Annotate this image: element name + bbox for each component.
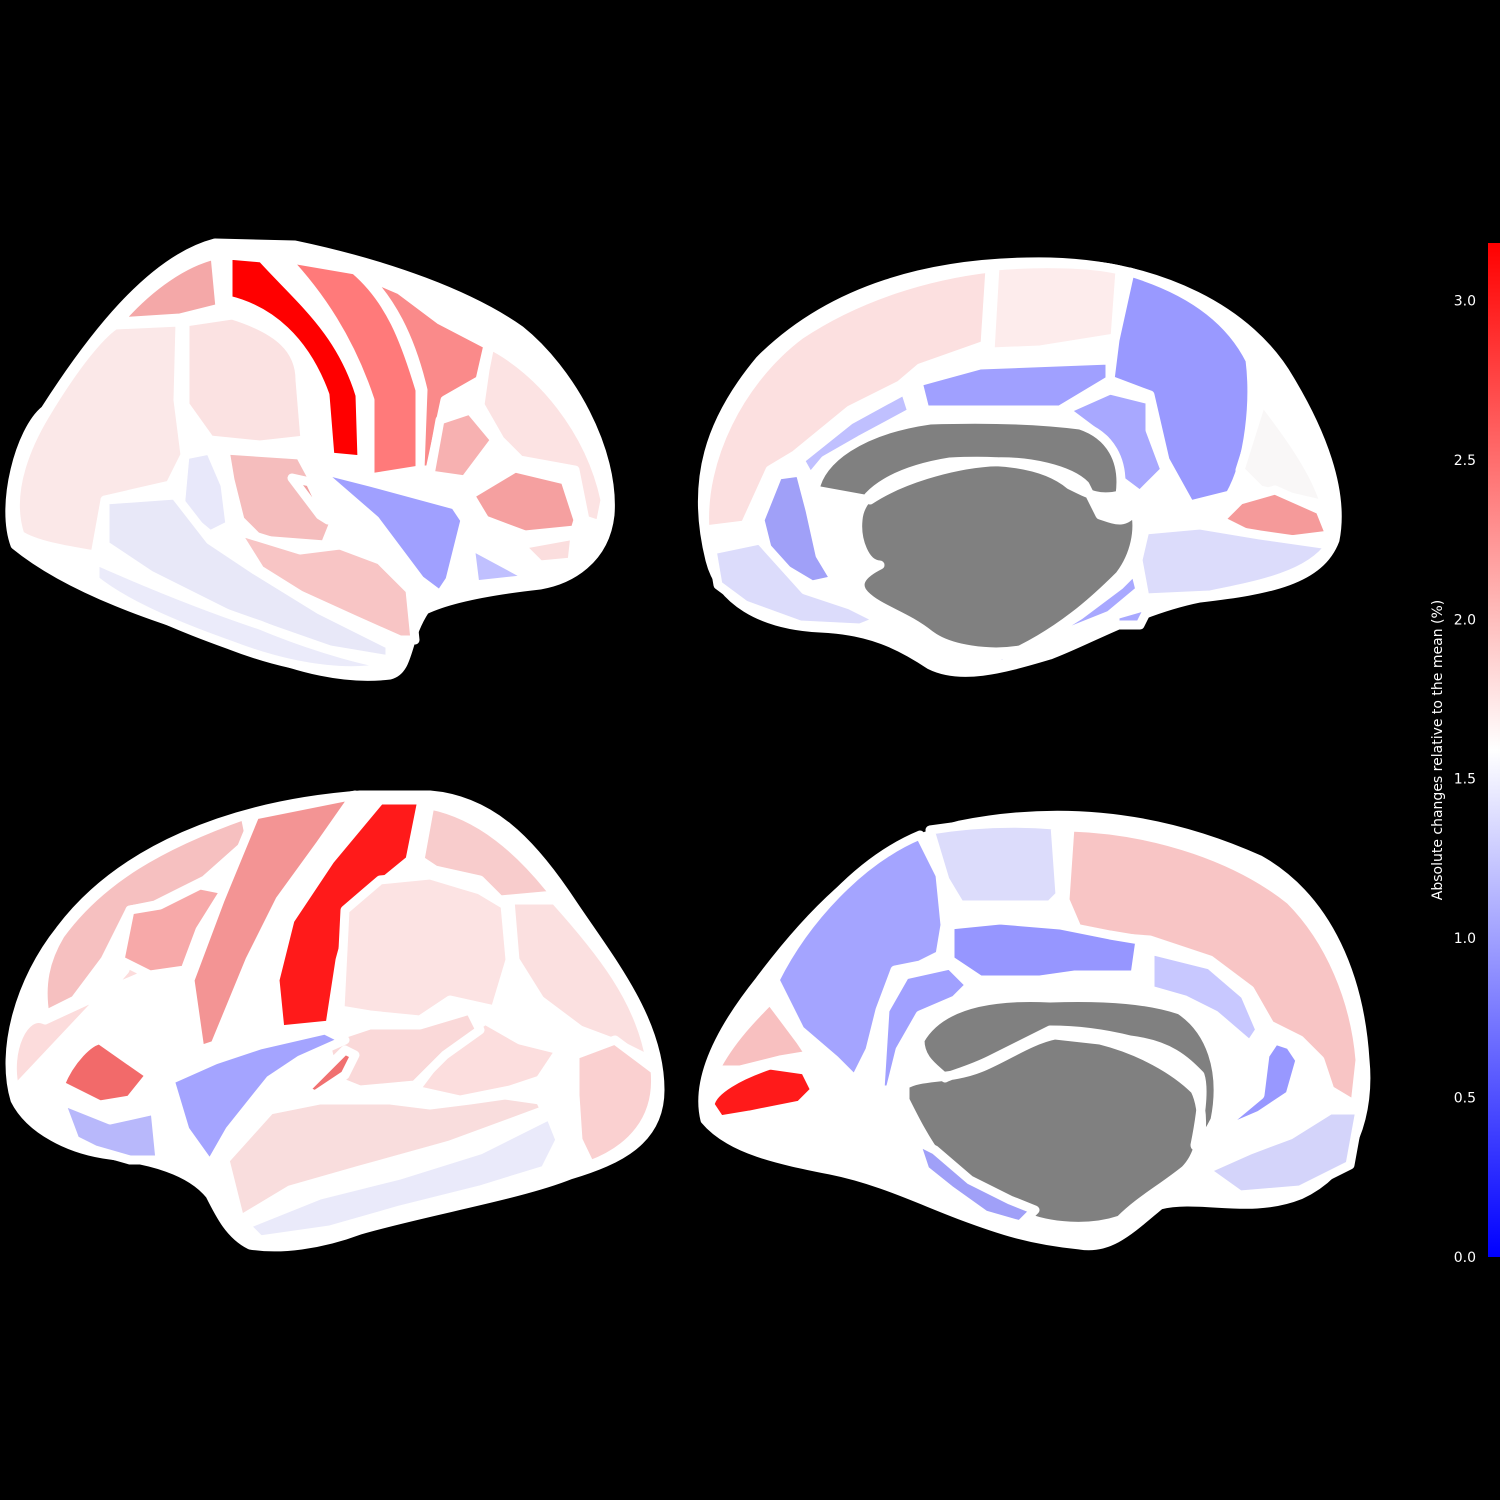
region-paracentral-r [925,818,1065,910]
brain-right-medial [698,810,1371,1251]
region-supramarginal-r [115,880,230,980]
region-rostral-anterior-cingulate-r [1210,1035,1305,1145]
region-medial-orbitofrontal [707,535,885,633]
region-supramarginal [425,405,500,485]
region-precentral [223,250,367,465]
region-lateral-orbitofrontal-r [570,1035,661,1170]
region-isthmus-cingulate-r [875,960,975,1095]
region-inferior-temporal-r-post [55,1095,165,1165]
region-inferior-temporal [90,555,397,676]
colorbar-label: Absolute changes relative to the mean (%… [1430,600,1446,900]
colorbar-tick-label: 1.5 [1454,772,1476,788]
colorbar-tick-label: 3.0 [1454,293,1476,309]
region-lateral-occipital-r [55,1035,155,1110]
region-lateral-occipital [465,463,583,540]
region-inferior-parietal [475,340,610,530]
region-cuneus-r [710,995,815,1075]
region-posterior-cingulate [913,355,1115,415]
region-pericalcarine-r [705,1060,820,1125]
colorbar-tick-label: 2.5 [1454,453,1476,469]
region-parahippocampal [1035,565,1145,645]
region-rostral-middle-frontal-r [335,870,515,1025]
colorbar-tick-label: 0.5 [1454,1091,1476,1107]
region-temporal-pole [980,647,1015,670]
region-precuneus-r [770,830,950,1085]
region-entorhinal [1110,600,1155,630]
region-entorhinal-r [900,1175,945,1200]
region-bankssts-r [300,1045,360,1100]
region-temporal-pole-r [1045,1225,1075,1245]
region-lingual [1133,520,1335,603]
region-occipital-pole [515,530,580,570]
region-paracentral [985,259,1125,357]
brain-left-medial [697,257,1342,677]
region-caudal-middle-frontal-r [415,800,560,905]
colorbar-tick-label: 2.0 [1454,612,1476,628]
region-superior-frontal-medial-r [1060,822,1365,1110]
region-caudal-anterior-cingulate-r [1145,945,1265,1050]
region-posterior-cingulate-r [945,915,1145,985]
region-medial-orbitofrontal-r [1200,1105,1365,1200]
brain-left-lateral [5,238,615,681]
region-precuneus [1105,267,1257,510]
region-transverse-temporal [287,473,333,525]
colorbar-gradient [1488,243,1500,1257]
region-superior-frontal-medial [700,263,995,535]
colorbar-ticks: 0.0 0.5 1.0 1.5 2.0 2.5 3.0 [1454,293,1476,1266]
region-middle-frontal [180,310,310,450]
region-superior-temporal [310,463,470,600]
region-insula-lateral [220,445,340,550]
region-parahippocampal-r [910,1135,1040,1230]
colorbar-tick-label: 1.0 [1454,931,1476,947]
region-inferior-temporal-r [240,1110,565,1245]
region-orbitofrontal [100,490,395,665]
colorbar-tick-label: 0.0 [1454,1250,1476,1266]
region-superior-frontal [113,250,225,327]
region-middle-temporal-r [220,1090,550,1225]
region-medial-wall [810,414,1142,657]
region-pars-opercularis-r [320,1005,485,1095]
region-postcentral-r [185,790,360,1055]
brain-right-lateral [5,790,665,1252]
region-frontal-pole [10,317,190,560]
region-superior-temporal-r [165,1025,350,1170]
region-bankssts [465,540,545,590]
region-lingual-r [715,1105,875,1155]
colorbar: 0.0 0.5 1.0 1.5 2.0 2.5 3.0 Absolute changes r… [1430,243,1500,1266]
